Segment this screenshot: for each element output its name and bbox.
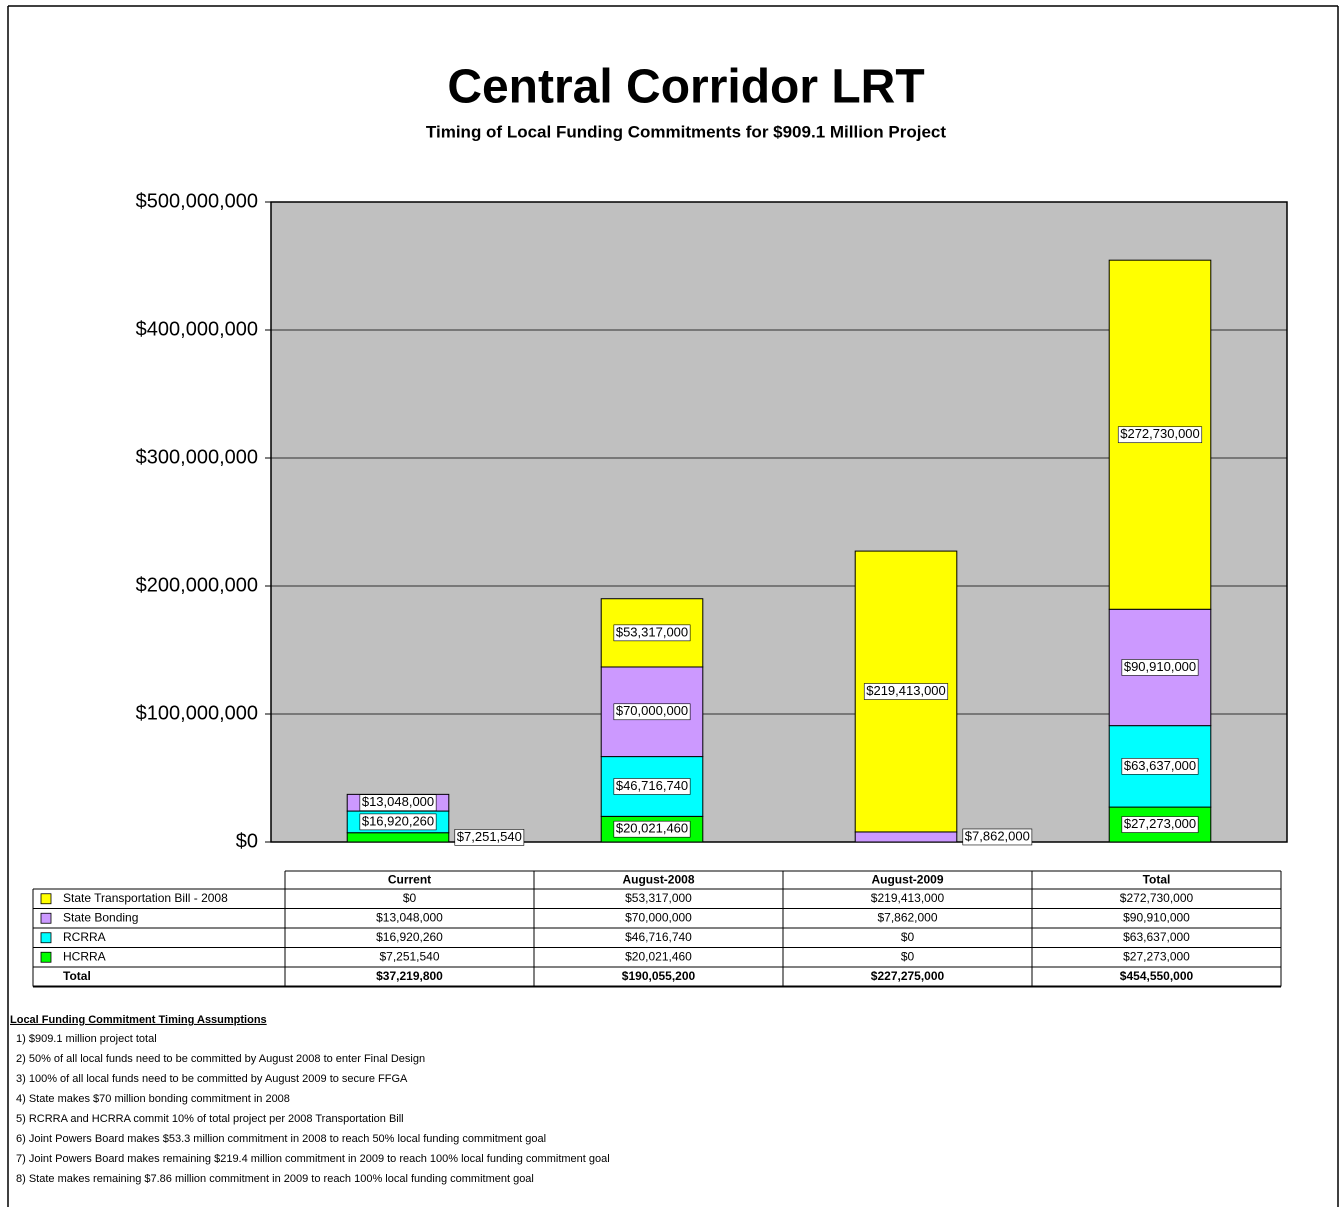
data-label-box — [1121, 816, 1199, 833]
data-label-box — [613, 820, 691, 838]
table-header: Current — [388, 873, 431, 887]
y-tick-label: $0 — [236, 830, 258, 852]
note-item: 8) State makes remaining $7.86 million c… — [16, 1173, 534, 1185]
table-cell: $63,637,000 — [1123, 930, 1190, 944]
data-label: $7,862,000 — [965, 828, 1030, 843]
data-label: $219,413,000 — [866, 683, 946, 698]
table-header: August-2008 — [622, 873, 694, 887]
table-total: $190,055,200 — [622, 969, 696, 983]
table-cell: $0 — [901, 930, 915, 944]
y-tick-label: $300,000,000 — [136, 446, 258, 468]
data-label: $20,021,460 — [616, 821, 688, 836]
y-tick-label: $100,000,000 — [136, 702, 258, 724]
data-label-box — [962, 828, 1033, 846]
data-label-box — [613, 703, 691, 721]
y-tick-label: $500,000,000 — [136, 190, 258, 212]
table-cell: $13,048,000 — [376, 910, 443, 924]
legend-swatch — [40, 951, 52, 963]
data-label-box — [613, 624, 691, 642]
data-label-box — [359, 813, 437, 831]
table-cell: $46,716,740 — [625, 930, 692, 944]
chart-title: Central Corridor LRT — [447, 61, 924, 114]
data-label-box — [1121, 659, 1199, 676]
data-label: $27,273,000 — [1124, 816, 1196, 831]
legend-label: State Bonding — [63, 910, 138, 924]
table-header: August-2009 — [871, 873, 943, 887]
note-item: 6) Joint Powers Board makes $53.3 millio… — [16, 1133, 546, 1145]
table-total: $227,275,000 — [871, 969, 945, 983]
table-cell: $70,000,000 — [625, 910, 692, 924]
note-item: 1) $909.1 million project total — [16, 1033, 157, 1045]
note-item: 2) 50% of all local funds need to be com… — [16, 1053, 425, 1065]
data-label-box — [613, 778, 691, 795]
note-item: 7) Joint Powers Board makes remaining $2… — [16, 1153, 610, 1165]
table-cell: $7,251,540 — [379, 949, 439, 963]
y-tick-label: $200,000,000 — [136, 574, 258, 596]
data-label: $70,000,000 — [616, 703, 688, 718]
table-cell: $27,273,000 — [1123, 949, 1190, 963]
note-item: 4) State makes $70 million bonding commi… — [16, 1093, 290, 1105]
legend-swatch — [40, 912, 52, 924]
table-cell: $53,317,000 — [625, 891, 692, 905]
data-label: $272,730,000 — [1120, 426, 1200, 441]
note-item: 5) RCRRA and HCRRA commit 10% of total p… — [16, 1113, 404, 1125]
data-label: $90,910,000 — [1124, 659, 1196, 674]
legend-swatch — [40, 932, 52, 944]
table-header: Total — [1143, 873, 1171, 887]
data-label: $16,920,260 — [362, 813, 434, 828]
bar-segment — [854, 831, 958, 843]
data-label: $46,716,740 — [616, 778, 688, 793]
data-label-box — [1121, 758, 1199, 775]
table-cell: $7,862,000 — [877, 910, 937, 924]
data-label: $63,637,000 — [1124, 758, 1196, 773]
chart-subtitle: Timing of Local Funding Commitments for … — [426, 122, 946, 141]
table-total-label: Total — [63, 969, 91, 983]
data-label-box — [863, 683, 949, 700]
data-label: $13,048,000 — [362, 794, 434, 809]
legend-label: HCRRA — [63, 949, 106, 963]
note-item: 3) 100% of all local funds need to be co… — [16, 1073, 408, 1085]
table-cell: $272,730,000 — [1120, 891, 1194, 905]
table-total: $454,550,000 — [1120, 969, 1194, 983]
data-label: $53,317,000 — [616, 624, 688, 639]
bar-segment — [346, 832, 450, 843]
y-tick-label: $400,000,000 — [136, 318, 258, 340]
table-cell: $20,021,460 — [625, 949, 692, 963]
notes-title: Local Funding Commitment Timing Assumpti… — [10, 1014, 267, 1026]
table-total: $37,219,800 — [376, 969, 443, 983]
table-cell: $16,920,260 — [376, 930, 443, 944]
table-cell: $90,910,000 — [1123, 910, 1190, 924]
data-label-box — [454, 829, 525, 846]
table-cell: $219,413,000 — [871, 891, 945, 905]
data-label: $7,251,540 — [457, 829, 522, 844]
data-label-box — [1117, 426, 1203, 444]
table-cell: $0 — [403, 891, 417, 905]
legend-label: State Transportation Bill - 2008 — [63, 891, 228, 905]
table-cell: $0 — [901, 949, 915, 963]
data-label-box — [359, 794, 437, 812]
legend-swatch — [40, 893, 52, 905]
legend-label: RCRRA — [63, 930, 106, 944]
